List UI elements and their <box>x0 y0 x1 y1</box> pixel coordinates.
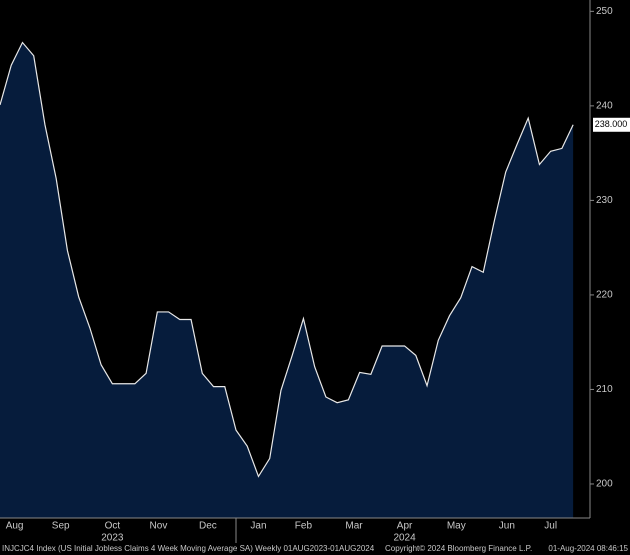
line <box>0 41 574 478</box>
last-value-label: 238.000 <box>595 119 628 129</box>
last-value-box <box>593 117 630 132</box>
year-label: 2023 <box>101 533 124 544</box>
x-tick-label: Jul <box>544 521 557 532</box>
y-tick-label: 230 <box>596 195 613 206</box>
x-tick-label: May <box>447 521 466 532</box>
x-tick-label: Jun <box>499 521 515 532</box>
y-tick-label: 210 <box>596 384 613 395</box>
y-tick-label: 200 <box>596 479 613 490</box>
area <box>0 42 574 518</box>
year-label: 2024 <box>393 533 416 544</box>
footer-right: 01-Aug-2024 08:46:15 <box>548 544 628 553</box>
footer-left: INJCJC4 Index (US Initial Jobless Claims… <box>2 544 375 553</box>
x-tick-label: Nov <box>150 521 168 532</box>
x-tick-label: Dec <box>199 521 217 532</box>
x-tick-label: Oct <box>105 521 121 532</box>
x-tick-label: Sep <box>52 521 70 532</box>
y-tick-label: 220 <box>596 290 613 301</box>
y-tick-label: 240 <box>596 101 613 112</box>
y-tick-label: 250 <box>596 6 613 17</box>
x-tick-label: Apr <box>397 521 413 532</box>
x-tick-label: Feb <box>295 521 313 532</box>
x-tick-label: Aug <box>6 521 24 532</box>
x-tick-label: Mar <box>345 521 363 532</box>
x-tick-label: Jan <box>250 521 266 532</box>
footer-mid: Copyright© 2024 Bloomberg Finance L.P. <box>385 544 532 553</box>
